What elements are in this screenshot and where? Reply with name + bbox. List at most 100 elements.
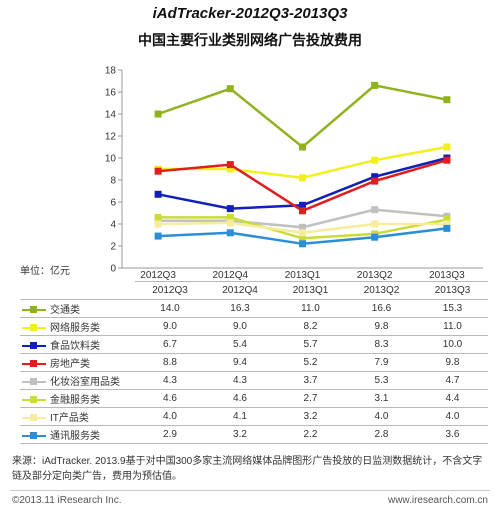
value-cell: 4.3 [135, 371, 205, 390]
series-name-cell: 通讯服务类 [20, 425, 135, 444]
value-cell: 5.3 [346, 371, 417, 390]
table-row: 通讯服务类 2.9 3.2 2.2 2.8 3.6 [20, 425, 488, 444]
data-point [299, 143, 306, 151]
x-axis: 2012Q3 2012Q4 2013Q1 2013Q2 2013Q3 [122, 267, 483, 280]
value-cell: 16.3 [205, 299, 275, 318]
data-point [226, 219, 234, 227]
unit-label: 单位：亿元 [20, 266, 70, 277]
table-row: IT产品类 4.0 4.1 3.2 4.0 4.0 [20, 407, 488, 426]
data-point [154, 110, 162, 118]
data-point [226, 165, 234, 173]
series-name: 通讯服务类 [50, 431, 100, 442]
value-cell: 9.8 [417, 353, 488, 372]
x-tick-label: 2013Q1 [285, 270, 321, 280]
table-row: 食品饮料类 6.7 5.4 5.7 8.3 10.0 [20, 335, 488, 354]
data-point [371, 156, 379, 164]
series-name-cell: 房地产类 [20, 353, 135, 372]
series-line [157, 84, 448, 149]
value-cell: 10.0 [417, 335, 488, 354]
y-tick-label: 4 [110, 220, 116, 231]
table-row: 网络服务类 9.0 9.0 8.2 9.8 11.0 [20, 317, 488, 336]
chart-title: iAdTracker-2012Q3-2013Q3 [152, 5, 348, 22]
series-name-cell: 网络服务类 [20, 317, 135, 336]
table-header-row: 2012Q3 2012Q4 2013Q1 2013Q2 2013Q3 [20, 281, 488, 300]
data-point [299, 174, 306, 182]
legend-swatch-marker [30, 306, 37, 314]
data-point [443, 96, 451, 104]
value-cell: 11.0 [275, 299, 346, 318]
value-cell: 8.2 [275, 317, 346, 336]
legend-swatch-marker [30, 396, 37, 404]
table-row: 房地产类 8.8 9.4 5.2 7.9 9.8 [20, 353, 488, 372]
series-name: IT产品类 [50, 413, 89, 424]
legend-swatch-marker [30, 378, 37, 386]
value-cell: 9.0 [205, 317, 275, 336]
series-name-cell: 金融服务类 [20, 389, 135, 408]
series-name: 食品饮料类 [50, 341, 100, 352]
value-cell: 3.1 [346, 389, 417, 408]
value-cell: 4.6 [205, 389, 275, 408]
value-cell: 5.2 [275, 353, 346, 372]
data-point [299, 201, 306, 209]
legend-swatch [22, 324, 46, 332]
series-name: 交通类 [50, 305, 80, 316]
value-cell: 4.3 [205, 371, 275, 390]
x-tick-label: 2012Q4 [213, 270, 249, 280]
value-cell: 3.7 [275, 371, 346, 390]
data-point [299, 234, 306, 242]
value-cell: 2.9 [135, 425, 205, 444]
data-table: 2012Q3 2012Q4 2013Q1 2013Q2 2013Q3 交通类 14.0 16.… [20, 281, 488, 444]
data-point [371, 173, 379, 181]
table-header-cell: 2013Q3 [417, 281, 488, 300]
table-header-cell: 2012Q4 [205, 281, 275, 300]
value-cell: 9.4 [205, 353, 275, 372]
series-name: 网络服务类 [50, 323, 100, 334]
data-point [299, 240, 306, 248]
value-cell: 5.7 [275, 335, 346, 354]
series-7 [154, 219, 451, 237]
value-cell: 16.6 [346, 299, 417, 318]
legend-swatch-marker [30, 432, 37, 440]
series-name: 金融服务类 [50, 395, 100, 406]
value-cell: 4.6 [135, 389, 205, 408]
legend-swatch-marker [30, 324, 37, 332]
legend-swatch-marker [30, 342, 37, 350]
table-row: 交通类 14.0 16.3 11.0 16.6 15.3 [20, 299, 488, 318]
value-cell: 8.3 [346, 335, 417, 354]
y-tick-label: 10 [105, 154, 117, 165]
value-cell: 7.9 [346, 353, 417, 372]
y-tick-label: 12 [105, 132, 117, 143]
x-tick-label: 2013Q2 [357, 270, 393, 280]
table-row: 化妆浴室用品类 4.3 4.3 3.7 5.3 4.7 [20, 371, 488, 390]
table-header-corner [20, 282, 135, 300]
value-cell: 2.7 [275, 389, 346, 408]
y-tick-label: 6 [110, 198, 116, 209]
value-cell: 4.7 [417, 371, 488, 390]
value-cell: 3.2 [275, 407, 346, 426]
data-point [443, 143, 451, 151]
series-lines [154, 81, 451, 248]
value-cell: 14.0 [135, 299, 205, 318]
data-point [154, 232, 162, 240]
data-point [443, 156, 451, 164]
data-point [299, 207, 306, 215]
legend-swatch [22, 414, 46, 422]
data-point [226, 161, 234, 169]
legend-swatch [22, 306, 46, 314]
series-3 [154, 154, 451, 213]
value-cell: 4.4 [417, 389, 488, 408]
value-cell: 5.4 [205, 335, 275, 354]
legend-swatch-marker [30, 360, 37, 368]
data-point [154, 213, 162, 221]
data-point [299, 223, 306, 231]
chart-subtitle: 中国主要行业类别网络广告投放费用 [138, 32, 362, 48]
data-point [299, 229, 306, 237]
data-point [443, 216, 451, 224]
y-tick-label: 18 [105, 66, 117, 77]
line-chart: 0 2 4 6 8 10 12 14 16 18 2012Q3 2012Q4 2013Q1 2013Q2… [105, 66, 483, 280]
y-axis: 0 2 4 6 8 10 12 14 16 18 [105, 66, 123, 275]
data-point [154, 190, 162, 198]
value-cell: 4.0 [135, 407, 205, 426]
x-tick-label: 2013Q3 [429, 270, 465, 280]
data-point [226, 205, 234, 213]
